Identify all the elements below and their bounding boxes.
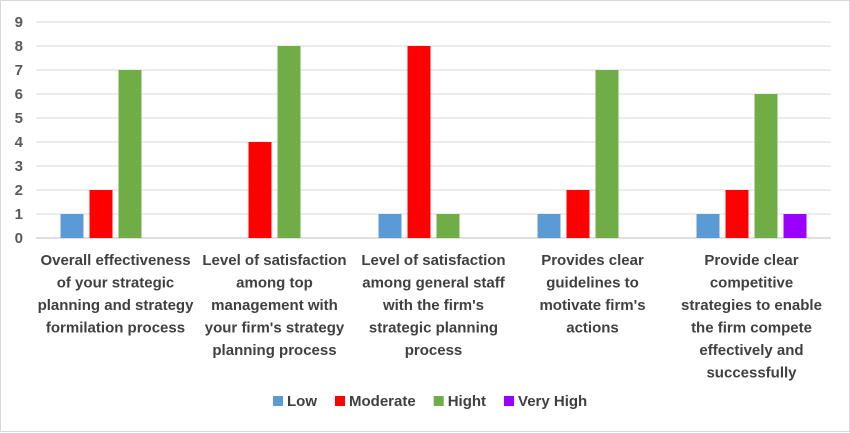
x-category-label: Level of satisfaction among top management… — [202, 252, 346, 359]
bar-low — [696, 214, 720, 238]
bar-low — [378, 214, 402, 238]
y-tick-label: 1 — [15, 206, 23, 223]
bar-low — [537, 214, 561, 238]
y-tick-label: 5 — [15, 110, 23, 127]
y-tick-label: 2 — [15, 182, 23, 199]
legend-label: Moderate — [349, 393, 416, 410]
bar-moderate — [407, 46, 431, 238]
x-category-label: Provide clear competitive strategies to en… — [681, 252, 822, 382]
bar-very-high — [783, 214, 807, 238]
bar-hight — [436, 214, 460, 238]
legend-label: Hight — [448, 393, 486, 410]
bar-low — [60, 214, 84, 238]
y-tick-label: 0 — [15, 230, 23, 247]
y-tick-label: 4 — [15, 134, 24, 151]
y-tick-label: 8 — [15, 38, 23, 55]
y-tick-label: 6 — [15, 86, 23, 103]
y-tick-label: 7 — [15, 62, 23, 79]
bar-hight — [118, 70, 142, 238]
y-axis-ticks: 0 1 2 3 4 5 6 7 8 9 — [15, 14, 24, 247]
bar-hight — [754, 94, 778, 238]
bar-moderate — [248, 142, 272, 238]
legend-label: Low — [287, 393, 317, 410]
x-category-label: Overall effectiveness of your strategic pl… — [38, 252, 195, 337]
bar-moderate — [725, 190, 749, 238]
gridlines — [36, 21, 831, 239]
y-tick-label: 9 — [15, 14, 23, 31]
legend: Low Moderate Hight Very High — [273, 393, 587, 410]
x-category-label: Level of satisfaction among general staff… — [361, 252, 505, 359]
legend-label: Very High — [518, 393, 587, 410]
bar-hight — [277, 46, 301, 238]
bar-moderate — [89, 190, 113, 238]
legend-swatch — [504, 396, 515, 406]
x-category-label: Provides clear guidelines to motivate firm… — [539, 252, 645, 337]
bar-hight — [595, 70, 619, 238]
y-tick-label: 3 — [15, 158, 23, 175]
x-axis-category-labels: Overall effectiveness of your strategic pl… — [38, 252, 822, 382]
bar-moderate — [566, 190, 590, 238]
legend-swatch — [433, 396, 444, 406]
bars — [60, 46, 807, 238]
legend-swatch — [335, 396, 345, 406]
legend-swatch — [273, 396, 283, 406]
